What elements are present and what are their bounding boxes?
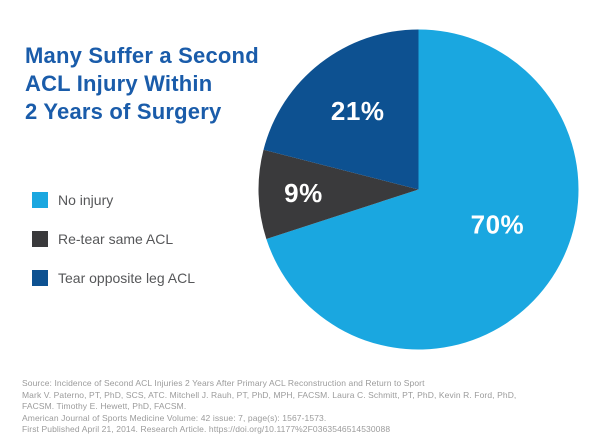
chart-title: Many Suffer a Second ACL Injury Within 2… xyxy=(25,43,259,124)
legend-label: Tear opposite leg ACL xyxy=(58,270,195,286)
pie-value-label: 9% xyxy=(284,178,323,208)
legend-item-retear-same-acl: Re-tear same ACL xyxy=(32,231,195,247)
pie-slice-no-injury xyxy=(266,29,579,350)
legend-swatch-tear-opposite-leg-acl xyxy=(32,270,48,286)
pie-slice-re-tear-same-acl xyxy=(258,149,419,239)
source-line: FACSM. Timothy E. Hewett, PhD, FACSM. xyxy=(22,401,187,412)
source-line: First Published April 21, 2014. Research… xyxy=(22,424,391,435)
legend-item-tear-opposite-leg-acl: Tear opposite leg ACL xyxy=(32,270,195,286)
legend-label: Re-tear same ACL xyxy=(58,231,174,247)
legend-swatch-retear-same-acl xyxy=(32,231,48,247)
pie-slice-tear-opposite-leg-acl xyxy=(263,29,419,190)
legend: No injury Re-tear same ACL Tear opposite… xyxy=(32,192,195,309)
legend-item-no-injury: No injury xyxy=(32,192,195,208)
pie-value-label: 70% xyxy=(471,210,525,240)
legend-label: No injury xyxy=(58,192,114,208)
source-line: American Journal of Sports Medicine Volu… xyxy=(22,412,327,423)
source-line: Mark V. Paterno, PT, PhD, SCS, ATC. Mitc… xyxy=(22,389,517,400)
source-line: Source: Incidence of Second ACL Injuries… xyxy=(22,378,425,388)
pie-value-label: 21% xyxy=(331,96,385,126)
legend-swatch-no-injury xyxy=(32,192,48,208)
source-citation: Source: Incidence of Second ACL Injuries… xyxy=(22,378,516,436)
